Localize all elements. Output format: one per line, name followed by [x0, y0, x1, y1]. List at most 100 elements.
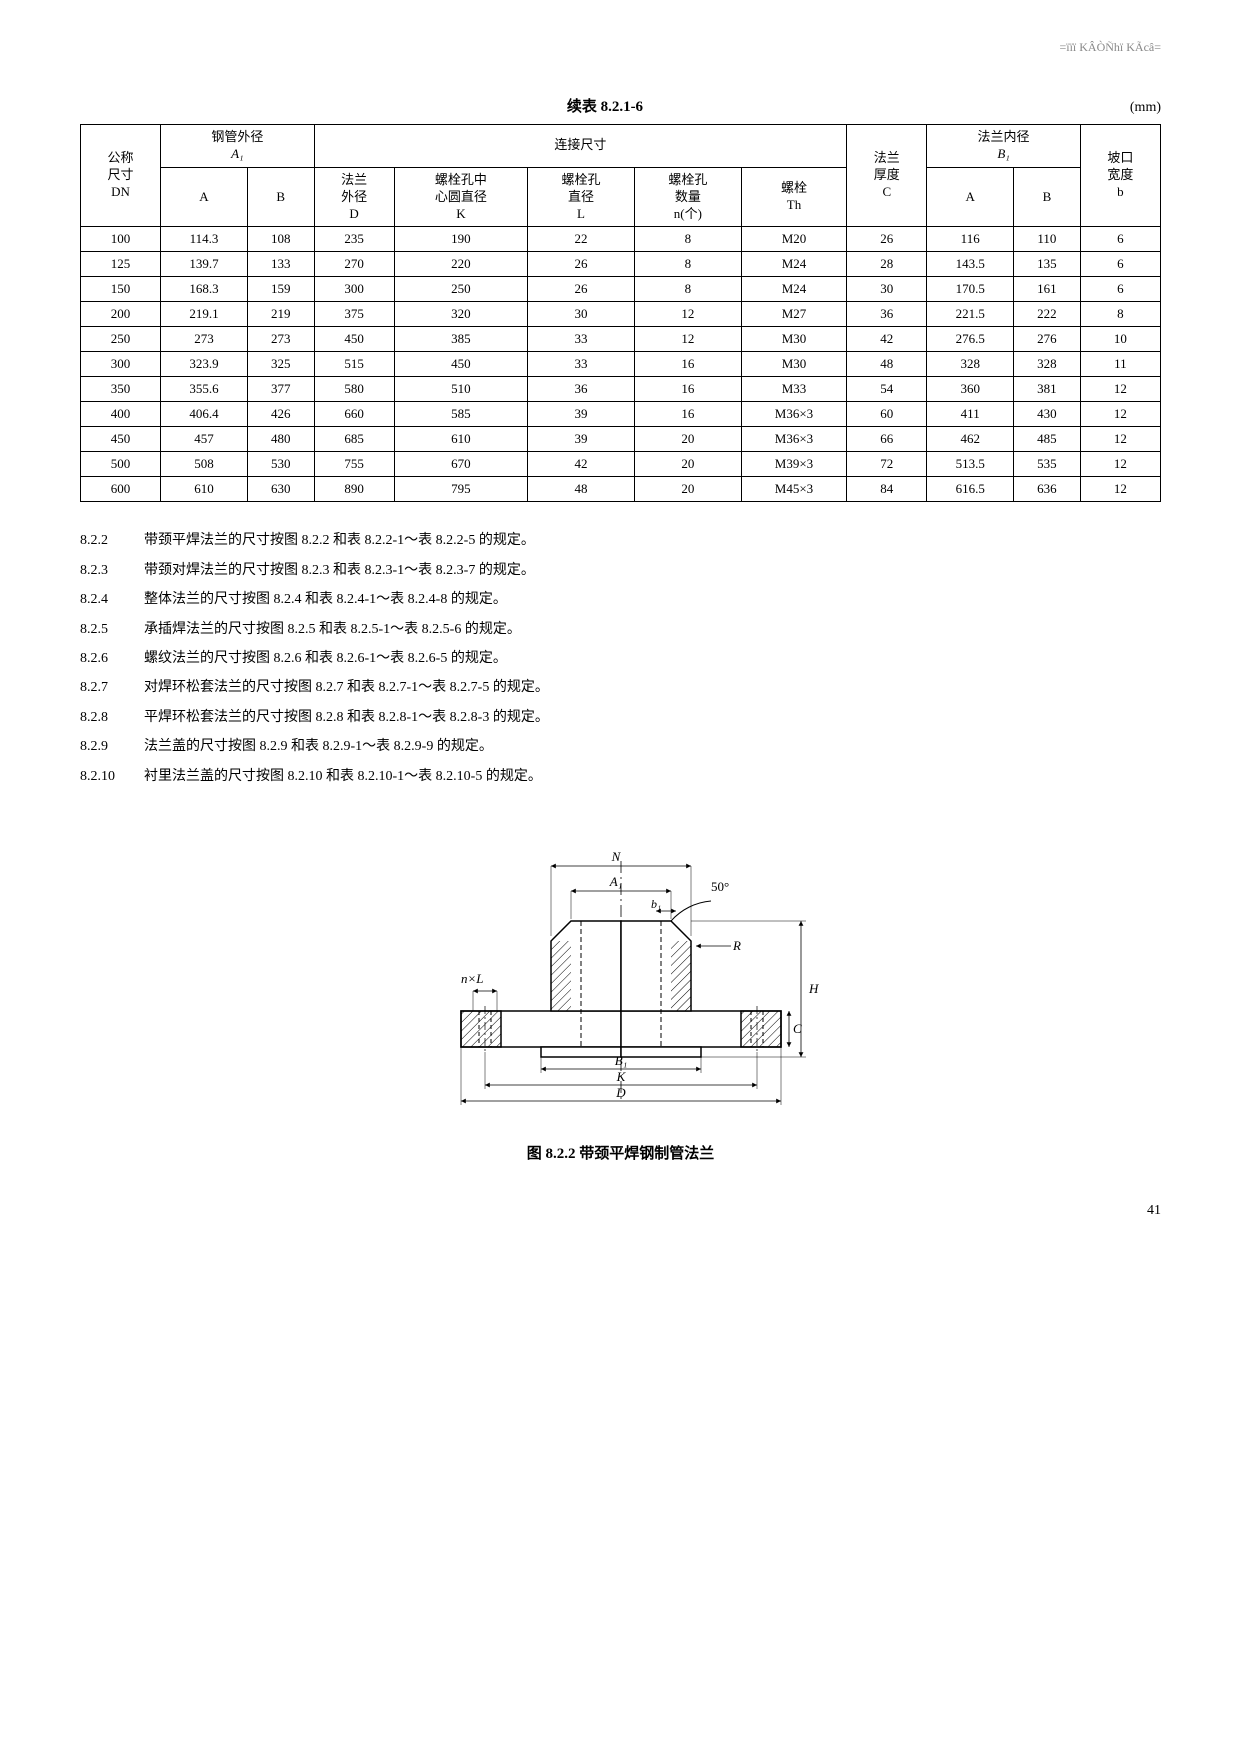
table-cell: 276	[1014, 327, 1081, 352]
table-cell: 12	[634, 327, 741, 352]
flange-table: 公称尺寸DN 钢管外径 A₁ 连接尺寸 法兰厚度C 法兰内径 B₁ 坡口宽度b …	[80, 124, 1161, 502]
table-cell: 222	[1014, 302, 1081, 327]
col-b: B	[247, 167, 314, 227]
table-cell: 108	[247, 227, 314, 252]
table-cell: 8	[634, 277, 741, 302]
table-cell: 159	[247, 277, 314, 302]
table-cell: 133	[247, 252, 314, 277]
table-row: 300323.93255154503316M304832832811	[81, 352, 1161, 377]
label-b1: b₁	[651, 897, 661, 911]
table-cell: 400	[81, 402, 161, 427]
table-row: 125139.7133270220268M2428143.51356	[81, 252, 1161, 277]
flange-diagram: 50° R N A₁ b₁ n×L H C B₁	[401, 811, 841, 1121]
table-cell: 161	[1014, 277, 1081, 302]
table-cell: 320	[394, 302, 527, 327]
table-cell: 8	[634, 252, 741, 277]
table-cell: 485	[1014, 427, 1081, 452]
col-a: A	[161, 167, 248, 227]
table-cell: M30	[741, 327, 847, 352]
table-cell: M30	[741, 352, 847, 377]
table-cell: 22	[528, 227, 635, 252]
table-cell: 273	[247, 327, 314, 352]
table-cell: 450	[314, 327, 394, 352]
table-cell: 39	[528, 402, 635, 427]
note-number: 8.2.6	[80, 644, 144, 673]
table-cell: 450	[394, 352, 527, 377]
table-cell: 276.5	[927, 327, 1014, 352]
table-cell: 462	[927, 427, 1014, 452]
note-line: 8.2.7对焊环松套法兰的尺寸按图 8.2.7 和表 8.2.7-1～表 8.2…	[80, 673, 1161, 702]
table-cell: 26	[528, 252, 635, 277]
col-inner-a: A	[927, 167, 1014, 227]
table-row: 100114.3108235190228M20261161106	[81, 227, 1161, 252]
table-cell: 28	[847, 252, 927, 277]
table-cell: 6	[1080, 252, 1160, 277]
note-text: 带颈平焊法兰的尺寸按图 8.2.2 和表 8.2.2-1～表 8.2.2-5 的…	[144, 526, 535, 555]
table-row: 4504574806856103920M36×36646248512	[81, 427, 1161, 452]
table-cell: 530	[247, 452, 314, 477]
table-cell: 430	[1014, 402, 1081, 427]
table-cell: 190	[394, 227, 527, 252]
col-d: 法兰外径D	[314, 167, 394, 227]
table-cell: 170.5	[927, 277, 1014, 302]
table-cell: 450	[81, 427, 161, 452]
table-cell: 515	[314, 352, 394, 377]
table-cell: 33	[528, 352, 635, 377]
table-cell: 600	[81, 477, 161, 502]
label-a1: A₁	[608, 874, 621, 889]
table-cell: 355.6	[161, 377, 248, 402]
label-b1dim: B₁	[614, 1053, 626, 1068]
table-cell: M36×3	[741, 402, 847, 427]
table-unit: (mm)	[1130, 100, 1161, 116]
table-row: 150168.3159300250268M2430170.51616	[81, 277, 1161, 302]
table-cell: 110	[1014, 227, 1081, 252]
table-cell: M36×3	[741, 427, 847, 452]
table-cell: 12	[1080, 402, 1160, 427]
table-cell: 42	[847, 327, 927, 352]
table-cell: 116	[927, 227, 1014, 252]
table-cell: 323.9	[161, 352, 248, 377]
note-number: 8.2.3	[80, 556, 144, 585]
table-cell: 325	[247, 352, 314, 377]
note-text: 承插焊法兰的尺寸按图 8.2.5 和表 8.2.5-1～表 8.2.5-6 的规…	[144, 615, 521, 644]
table-cell: 235	[314, 227, 394, 252]
table-cell: 200	[81, 302, 161, 327]
table-body: 100114.3108235190228M20261161106125139.7…	[81, 227, 1161, 502]
table-cell: 114.3	[161, 227, 248, 252]
note-text: 衬里法兰盖的尺寸按图 8.2.10 和表 8.2.10-1～表 8.2.10-5…	[144, 762, 542, 791]
table-cell: 12	[1080, 477, 1160, 502]
table-cell: 660	[314, 402, 394, 427]
note-number: 8.2.2	[80, 526, 144, 555]
table-cell: 685	[314, 427, 394, 452]
note-line: 8.2.10衬里法兰盖的尺寸按图 8.2.10 和表 8.2.10-1～表 8.…	[80, 762, 1161, 791]
page-number: 41	[80, 1203, 1161, 1219]
label-n: N	[610, 849, 621, 864]
note-text: 平焊环松套法兰的尺寸按图 8.2.8 和表 8.2.8-1～表 8.2.8-3 …	[144, 703, 549, 732]
table-cell: 890	[314, 477, 394, 502]
col-n: 螺栓孔数量n(个)	[634, 167, 741, 227]
table-cell: 426	[247, 402, 314, 427]
table-cell: 168.3	[161, 277, 248, 302]
col-inner-group: 法兰内径 B₁	[927, 125, 1080, 168]
table-cell: 457	[161, 427, 248, 452]
table-cell: 221.5	[927, 302, 1014, 327]
note-line: 8.2.2带颈平焊法兰的尺寸按图 8.2.2 和表 8.2.2-1～表 8.2.…	[80, 526, 1161, 555]
table-cell: 250	[394, 277, 527, 302]
table-cell: 328	[1014, 352, 1081, 377]
table-cell: M24	[741, 252, 847, 277]
table-cell: 385	[394, 327, 527, 352]
table-cell: 12	[1080, 377, 1160, 402]
table-cell: 480	[247, 427, 314, 452]
note-text: 带颈对焊法兰的尺寸按图 8.2.3 和表 8.2.3-1～表 8.2.3-7 的…	[144, 556, 535, 585]
label-nl: n×L	[461, 971, 484, 986]
table-cell: 48	[528, 477, 635, 502]
table-cell: 6	[1080, 227, 1160, 252]
label-c: C	[793, 1021, 802, 1036]
header-watermark: =ïïï KÂÒÑhï KÃcâ=	[80, 40, 1161, 55]
table-cell: 139.7	[161, 252, 248, 277]
table-cell: 39	[528, 427, 635, 452]
table-cell: 300	[314, 277, 394, 302]
label-d: D	[615, 1085, 626, 1100]
table-cell: 16	[634, 377, 741, 402]
label-angle: 50°	[711, 879, 729, 894]
